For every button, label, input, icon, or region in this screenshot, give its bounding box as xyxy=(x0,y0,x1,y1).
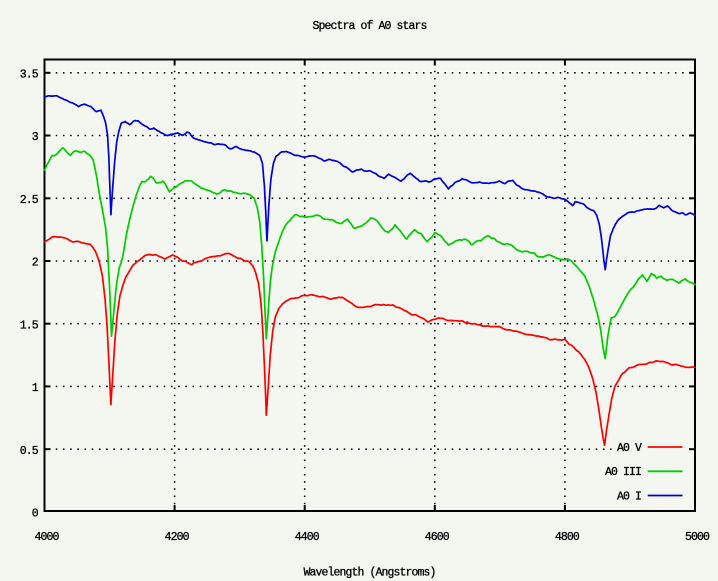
svg-text:5000: 5000 xyxy=(685,531,710,544)
svg-text:4200: 4200 xyxy=(165,531,190,544)
svg-text:4800: 4800 xyxy=(555,531,580,544)
svg-text:2: 2 xyxy=(32,257,39,270)
svg-text:0: 0 xyxy=(32,508,39,521)
svg-text:4600: 4600 xyxy=(425,531,450,544)
svg-text:4000: 4000 xyxy=(34,531,59,544)
svg-text:1: 1 xyxy=(32,382,39,395)
svg-text:1.5: 1.5 xyxy=(20,319,39,332)
svg-text:A0 III: A0 III xyxy=(605,466,641,479)
svg-text:Spectra of A0 stars: Spectra of A0 stars xyxy=(312,20,426,33)
svg-text:4400: 4400 xyxy=(295,531,320,544)
svg-text:Wavelength (Angstroms): Wavelength (Angstroms) xyxy=(303,567,435,580)
svg-text:A0 I: A0 I xyxy=(617,490,641,503)
svg-text:A0 V: A0 V xyxy=(617,442,642,455)
svg-text:0.5: 0.5 xyxy=(20,445,39,458)
svg-text:3.5: 3.5 xyxy=(20,69,39,82)
svg-text:2.5: 2.5 xyxy=(20,194,39,207)
svg-text:3: 3 xyxy=(32,131,39,144)
